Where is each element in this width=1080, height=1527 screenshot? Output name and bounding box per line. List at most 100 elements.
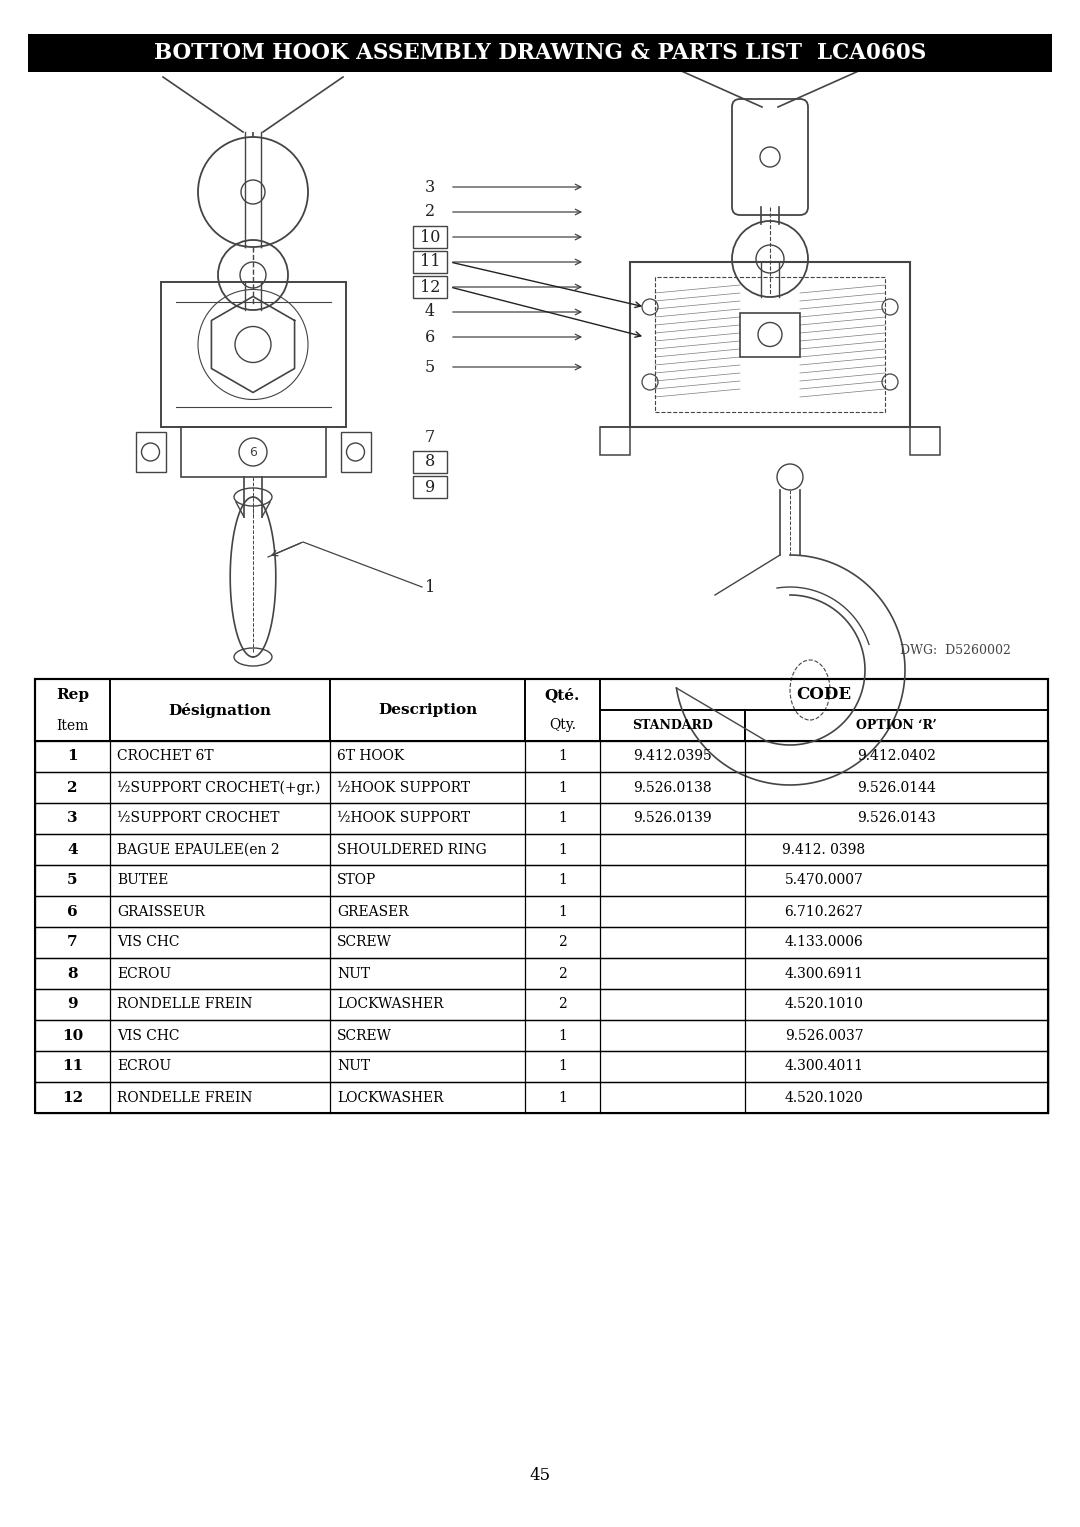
Text: ½SUPPORT CROCHET: ½SUPPORT CROCHET — [117, 811, 280, 826]
Bar — [35, 834, 1048, 864]
Text: 11: 11 — [420, 253, 441, 270]
Text: Rep: Rep — [56, 687, 89, 701]
Bar — [600, 680, 1048, 710]
Text: 2: 2 — [67, 780, 78, 794]
Bar — [35, 680, 110, 741]
Text: 12: 12 — [420, 278, 441, 296]
Text: ½HOOK SUPPORT: ½HOOK SUPPORT — [337, 780, 470, 794]
Text: 3: 3 — [424, 179, 435, 195]
Text: 4: 4 — [424, 304, 435, 321]
Text: 4.300.4011: 4.300.4011 — [784, 1060, 864, 1073]
Bar — [180, 428, 325, 476]
Text: 9.526.0138: 9.526.0138 — [633, 780, 712, 794]
Bar — [413, 250, 447, 273]
Text: 5.470.0007: 5.470.0007 — [784, 873, 863, 887]
Bar — [35, 680, 1048, 741]
Text: 6.710.2627: 6.710.2627 — [784, 904, 863, 919]
Text: 6: 6 — [424, 328, 435, 345]
Text: Description: Description — [378, 702, 477, 718]
Text: NUT: NUT — [337, 1060, 370, 1073]
Bar — [745, 710, 1048, 741]
Bar — [654, 276, 885, 412]
Bar — [35, 1051, 1048, 1083]
Text: 1: 1 — [558, 904, 567, 919]
Text: 1: 1 — [558, 1060, 567, 1073]
Bar — [35, 957, 1048, 989]
Text: RONDELLE FREIN: RONDELLE FREIN — [117, 997, 253, 1011]
Text: 9.526.0143: 9.526.0143 — [858, 811, 936, 826]
Text: STOP: STOP — [337, 873, 376, 887]
Bar — [35, 896, 1048, 927]
Text: 45: 45 — [529, 1466, 551, 1484]
Text: SCREW: SCREW — [337, 936, 392, 950]
Bar — [35, 773, 1048, 803]
Text: Qté.: Qté. — [544, 687, 580, 702]
Text: 9.526.0139: 9.526.0139 — [633, 811, 712, 826]
Text: VIS CHC: VIS CHC — [117, 936, 179, 950]
Text: LOCKWASHER: LOCKWASHER — [337, 997, 444, 1011]
Text: 9: 9 — [424, 478, 435, 495]
Bar — [35, 989, 1048, 1020]
Bar — [740, 313, 800, 356]
Text: 10: 10 — [62, 1029, 83, 1043]
Text: 3: 3 — [67, 811, 78, 826]
Text: 1: 1 — [558, 1090, 567, 1104]
Text: LOCKWASHER: LOCKWASHER — [337, 1090, 444, 1104]
Text: Item: Item — [56, 719, 89, 733]
Bar — [600, 428, 630, 455]
Text: 9.412. 0398: 9.412. 0398 — [782, 843, 865, 857]
Text: BOTTOM HOOK ASSEMBLY DRAWING & PARTS LIST  LCA060S: BOTTOM HOOK ASSEMBLY DRAWING & PARTS LIS… — [153, 43, 927, 64]
Text: 4.520.1010: 4.520.1010 — [784, 997, 863, 1011]
Text: BAGUE EPAULEE(en 2: BAGUE EPAULEE(en 2 — [117, 843, 280, 857]
Text: Désignation: Désignation — [168, 702, 271, 718]
Bar — [161, 282, 346, 428]
Bar — [413, 226, 447, 247]
Text: 1: 1 — [424, 579, 435, 596]
Bar — [630, 263, 910, 428]
Text: DWG:  D5260002: DWG: D5260002 — [900, 644, 1011, 657]
Bar — [525, 680, 600, 741]
Bar — [910, 428, 940, 455]
Text: 5: 5 — [67, 873, 78, 887]
Text: RONDELLE FREIN: RONDELLE FREIN — [117, 1090, 253, 1104]
Bar — [135, 432, 165, 472]
Bar — [35, 741, 1048, 773]
Text: 4.300.6911: 4.300.6911 — [784, 967, 863, 980]
Bar — [28, 34, 1052, 72]
Text: 9.526.0144: 9.526.0144 — [858, 780, 936, 794]
Text: GRAISSEUR: GRAISSEUR — [117, 904, 205, 919]
Text: Qty.: Qty. — [549, 719, 576, 733]
Text: ECROU: ECROU — [117, 967, 171, 980]
Bar — [35, 1020, 1048, 1051]
Text: 9: 9 — [67, 997, 78, 1011]
Bar — [35, 1083, 1048, 1113]
Text: 2: 2 — [558, 967, 567, 980]
Text: 1: 1 — [558, 750, 567, 764]
Bar — [413, 450, 447, 473]
Text: ½SUPPORT CROCHET(+gr.): ½SUPPORT CROCHET(+gr.) — [117, 780, 321, 794]
Bar — [35, 927, 1048, 957]
Text: 2: 2 — [558, 997, 567, 1011]
Text: 6: 6 — [67, 904, 78, 919]
Text: 5: 5 — [424, 359, 435, 376]
Text: STANDARD: STANDARD — [632, 719, 713, 731]
Bar — [340, 432, 370, 472]
Bar — [35, 803, 1048, 834]
Text: 9.526.0037: 9.526.0037 — [785, 1029, 863, 1043]
Text: BUTEE: BUTEE — [117, 873, 168, 887]
Text: CODE: CODE — [796, 686, 851, 702]
Text: 1: 1 — [558, 1029, 567, 1043]
Text: 9.412.0395: 9.412.0395 — [633, 750, 712, 764]
Bar — [35, 680, 1048, 1113]
Text: 4.133.0006: 4.133.0006 — [785, 936, 863, 950]
Bar — [110, 680, 330, 741]
Text: 6: 6 — [249, 446, 257, 458]
Text: 11: 11 — [62, 1060, 83, 1073]
Text: 9.412.0402: 9.412.0402 — [858, 750, 936, 764]
Bar — [35, 864, 1048, 896]
Text: VIS CHC: VIS CHC — [117, 1029, 179, 1043]
Text: 12: 12 — [62, 1090, 83, 1104]
Text: ECROU: ECROU — [117, 1060, 171, 1073]
Text: SCREW: SCREW — [337, 1029, 392, 1043]
Text: 1: 1 — [558, 843, 567, 857]
